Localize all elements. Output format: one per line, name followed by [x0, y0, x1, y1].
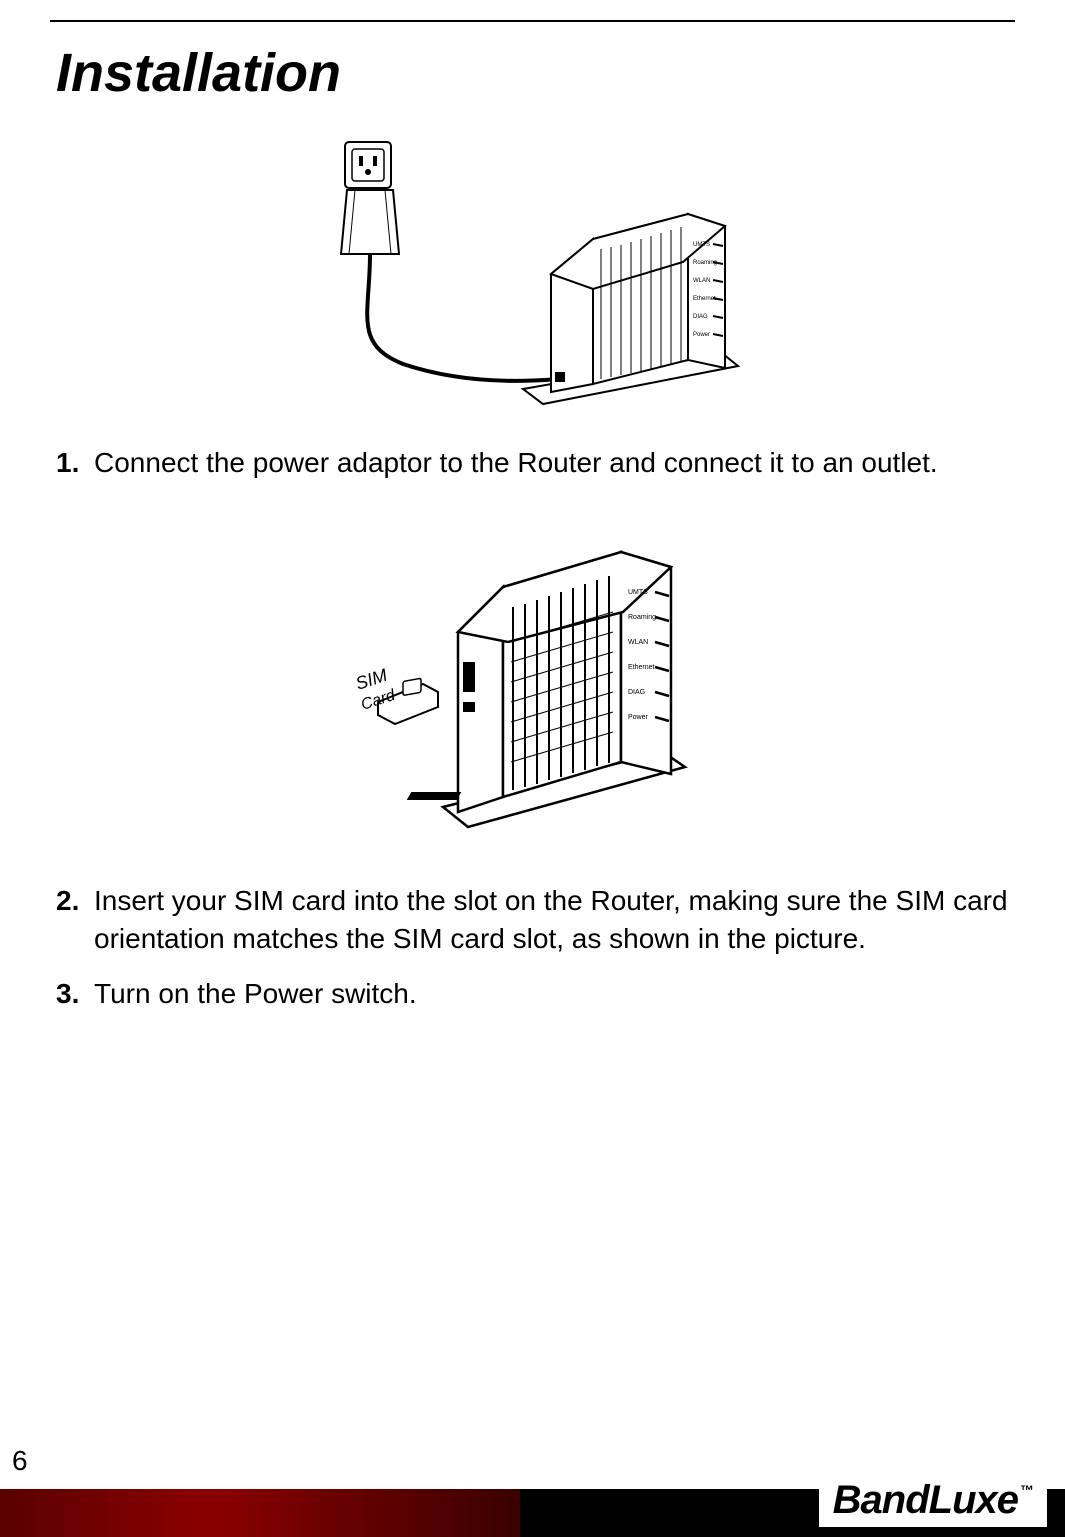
step-number: 1.: [56, 444, 88, 482]
led-label: Power: [693, 332, 710, 338]
step-text: Turn on the Power switch.: [94, 975, 1015, 1013]
figure-sim-insertion: SIM Card: [343, 512, 723, 842]
led-label: Ethernet: [628, 664, 655, 671]
router-icon: UMTS Roaming WLAN Ethernet DIAG Power: [523, 214, 738, 404]
led-label: Roaming: [628, 614, 656, 621]
led-label: WLAN: [693, 278, 710, 284]
step-text: Connect the power adaptor to the Router …: [94, 444, 1015, 482]
led-label: UMTS: [693, 242, 710, 248]
brand-logo: BandLuxe™: [819, 1472, 1047, 1527]
figure-power-connection: UMTS Roaming WLAN Ethernet DIAG Power: [293, 134, 773, 414]
footer-bar-accent: [0, 1489, 520, 1537]
led-label: Roaming: [693, 260, 717, 266]
led-label: Power: [628, 714, 649, 721]
top-rule: [50, 20, 1015, 22]
trademark-symbol: ™: [1020, 1482, 1033, 1498]
led-label: DIAG: [628, 689, 645, 696]
step-number: 2.: [56, 882, 88, 958]
steps-list-cont: 2. Insert your SIM card into the slot on…: [50, 882, 1015, 1013]
router-icon: UMTS Roaming WLAN Ethernet DIAG Power: [406, 552, 684, 827]
page-title: Installation: [56, 42, 1015, 104]
step-text: Insert your SIM card into the slot on th…: [94, 882, 1015, 958]
page-number: 6: [12, 1445, 28, 1477]
power-adaptor-icon: [341, 190, 399, 254]
outlet-icon: [345, 142, 391, 188]
sim-card-icon: SIM Card: [353, 665, 438, 724]
step-item: 2. Insert your SIM card into the slot on…: [56, 882, 1015, 958]
led-label: UMTS: [628, 589, 648, 596]
led-label: Ethernet: [693, 296, 716, 302]
led-label: WLAN: [628, 639, 648, 646]
step-item: 3. Turn on the Power switch.: [56, 975, 1015, 1013]
step-number: 3.: [56, 975, 88, 1013]
page-footer: 6 BandLuxe™: [0, 1459, 1065, 1537]
brand-name: BandLuxe: [833, 1478, 1018, 1522]
steps-list: 1. Connect the power adaptor to the Rout…: [50, 444, 1015, 482]
power-cable: [367, 254, 558, 381]
led-label: DIAG: [693, 314, 708, 320]
step-item: 1. Connect the power adaptor to the Rout…: [56, 444, 1015, 482]
